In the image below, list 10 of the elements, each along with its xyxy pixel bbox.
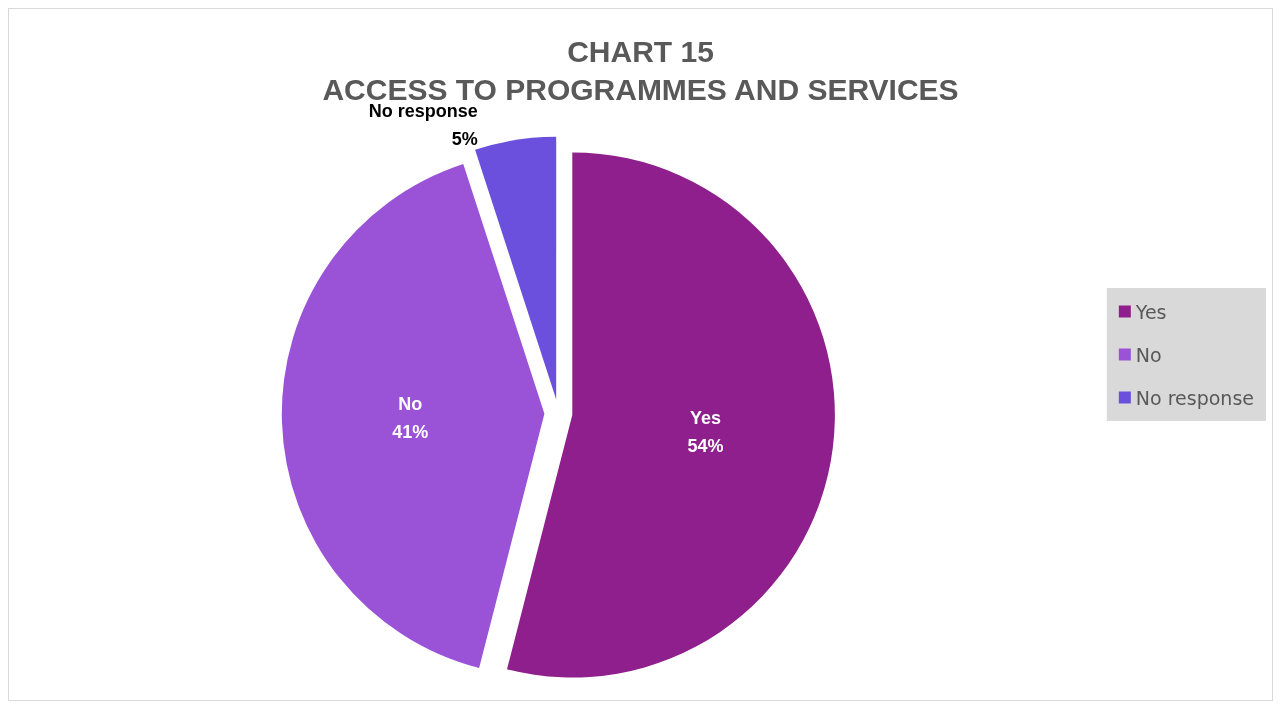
legend-label: No response: [1135, 386, 1255, 409]
data-label: 5%: [451, 129, 478, 150]
slice-label: Yes: [690, 407, 722, 428]
chart-title: CHART 15: [567, 34, 714, 68]
data-label: 41%: [392, 421, 429, 442]
slice-label: No response: [368, 101, 478, 122]
data-label: 54%: [687, 435, 724, 456]
legend-label: No: [1135, 343, 1162, 366]
legend-label: Yes: [1134, 300, 1167, 323]
slice-label: No: [398, 393, 423, 414]
